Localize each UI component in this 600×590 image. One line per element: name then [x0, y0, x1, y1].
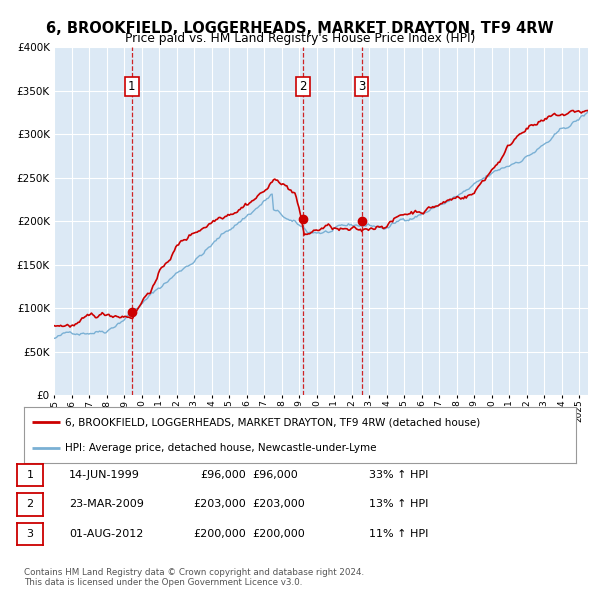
Text: £200,000: £200,000 [193, 529, 246, 539]
Text: 3: 3 [26, 529, 34, 539]
Text: Price paid vs. HM Land Registry's House Price Index (HPI): Price paid vs. HM Land Registry's House … [125, 32, 475, 45]
Text: £203,000: £203,000 [193, 500, 246, 509]
Text: 23-MAR-2009: 23-MAR-2009 [69, 500, 144, 509]
Text: £203,000: £203,000 [252, 500, 305, 509]
Text: 3: 3 [358, 80, 365, 93]
Text: £96,000: £96,000 [200, 470, 246, 480]
Text: 01-AUG-2012: 01-AUG-2012 [69, 529, 143, 539]
Text: 1: 1 [26, 470, 34, 480]
Text: 33% ↑ HPI: 33% ↑ HPI [369, 470, 428, 480]
Text: Contains HM Land Registry data © Crown copyright and database right 2024.
This d: Contains HM Land Registry data © Crown c… [24, 568, 364, 587]
Text: 6, BROOKFIELD, LOGGERHEADS, MARKET DRAYTON, TF9 4RW (detached house): 6, BROOKFIELD, LOGGERHEADS, MARKET DRAYT… [65, 417, 481, 427]
Text: 2: 2 [26, 500, 34, 509]
Text: 6, BROOKFIELD, LOGGERHEADS, MARKET DRAYTON, TF9 4RW: 6, BROOKFIELD, LOGGERHEADS, MARKET DRAYT… [46, 21, 554, 35]
Text: 13% ↑ HPI: 13% ↑ HPI [369, 500, 428, 509]
Text: £200,000: £200,000 [252, 529, 305, 539]
Text: 11% ↑ HPI: 11% ↑ HPI [369, 529, 428, 539]
Text: £96,000: £96,000 [252, 470, 298, 480]
Text: 14-JUN-1999: 14-JUN-1999 [69, 470, 140, 480]
Text: HPI: Average price, detached house, Newcastle-under-Lyme: HPI: Average price, detached house, Newc… [65, 443, 377, 453]
Text: 1: 1 [128, 80, 136, 93]
Text: 2: 2 [299, 80, 307, 93]
